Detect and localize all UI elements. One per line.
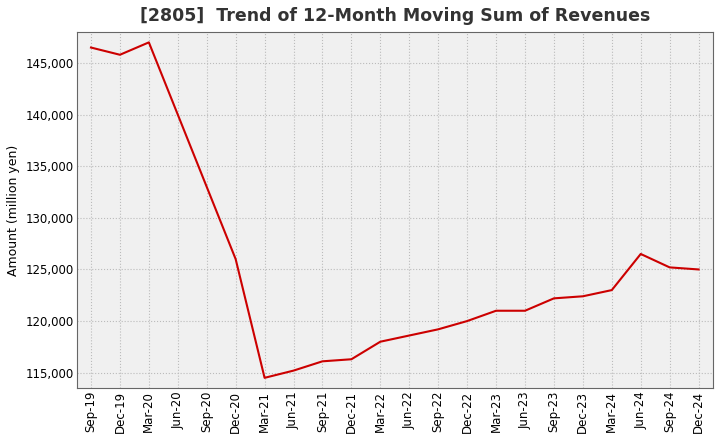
Title: [2805]  Trend of 12-Month Moving Sum of Revenues: [2805] Trend of 12-Month Moving Sum of R…	[140, 7, 650, 25]
Y-axis label: Amount (million yen): Amount (million yen)	[7, 144, 20, 276]
